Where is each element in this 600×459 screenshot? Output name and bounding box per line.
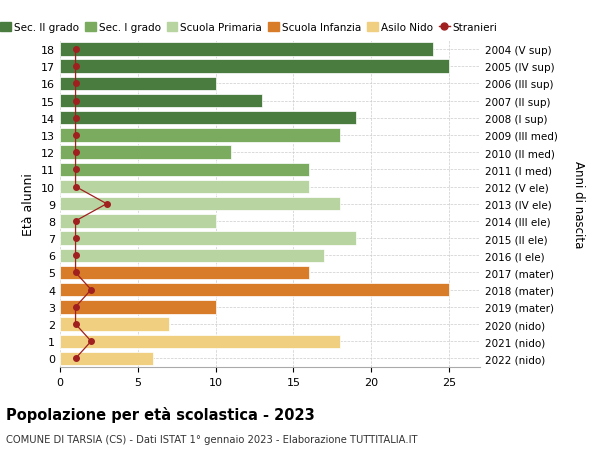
Y-axis label: Età alunni: Età alunni — [22, 173, 35, 235]
Point — [71, 355, 80, 362]
Point — [71, 303, 80, 311]
Point — [71, 80, 80, 88]
Point — [71, 149, 80, 157]
Bar — [60, 78, 215, 91]
Bar — [60, 249, 325, 263]
Point — [86, 286, 96, 294]
Bar — [60, 146, 231, 159]
Bar — [60, 180, 309, 194]
Point — [71, 46, 80, 54]
Y-axis label: Anni di nascita: Anni di nascita — [572, 161, 584, 248]
Point — [71, 269, 80, 276]
Point — [71, 218, 80, 225]
Point — [71, 166, 80, 174]
Bar — [60, 352, 154, 365]
Bar — [60, 266, 309, 280]
Bar — [60, 60, 449, 74]
Point — [71, 132, 80, 140]
Bar — [60, 112, 356, 125]
Bar — [60, 318, 169, 331]
Bar — [60, 43, 433, 56]
Point — [71, 98, 80, 105]
Point — [102, 201, 112, 208]
Bar — [60, 232, 356, 245]
Bar — [60, 335, 340, 348]
Text: Popolazione per età scolastica - 2023: Popolazione per età scolastica - 2023 — [6, 406, 315, 422]
Point — [71, 235, 80, 242]
Point — [71, 115, 80, 122]
Point — [71, 252, 80, 259]
Point — [86, 338, 96, 345]
Bar — [60, 163, 309, 177]
Bar — [60, 95, 262, 108]
Legend: Sec. II grado, Sec. I grado, Scuola Primaria, Scuola Infanzia, Asilo Nido, Stran: Sec. II grado, Sec. I grado, Scuola Prim… — [1, 23, 497, 33]
Bar — [60, 301, 215, 314]
Point — [71, 184, 80, 191]
Bar — [60, 129, 340, 142]
Point — [71, 63, 80, 71]
Bar — [60, 197, 340, 211]
Bar — [60, 283, 449, 297]
Text: COMUNE DI TARSIA (CS) - Dati ISTAT 1° gennaio 2023 - Elaborazione TUTTITALIA.IT: COMUNE DI TARSIA (CS) - Dati ISTAT 1° ge… — [6, 434, 418, 444]
Bar — [60, 215, 215, 228]
Point — [71, 321, 80, 328]
